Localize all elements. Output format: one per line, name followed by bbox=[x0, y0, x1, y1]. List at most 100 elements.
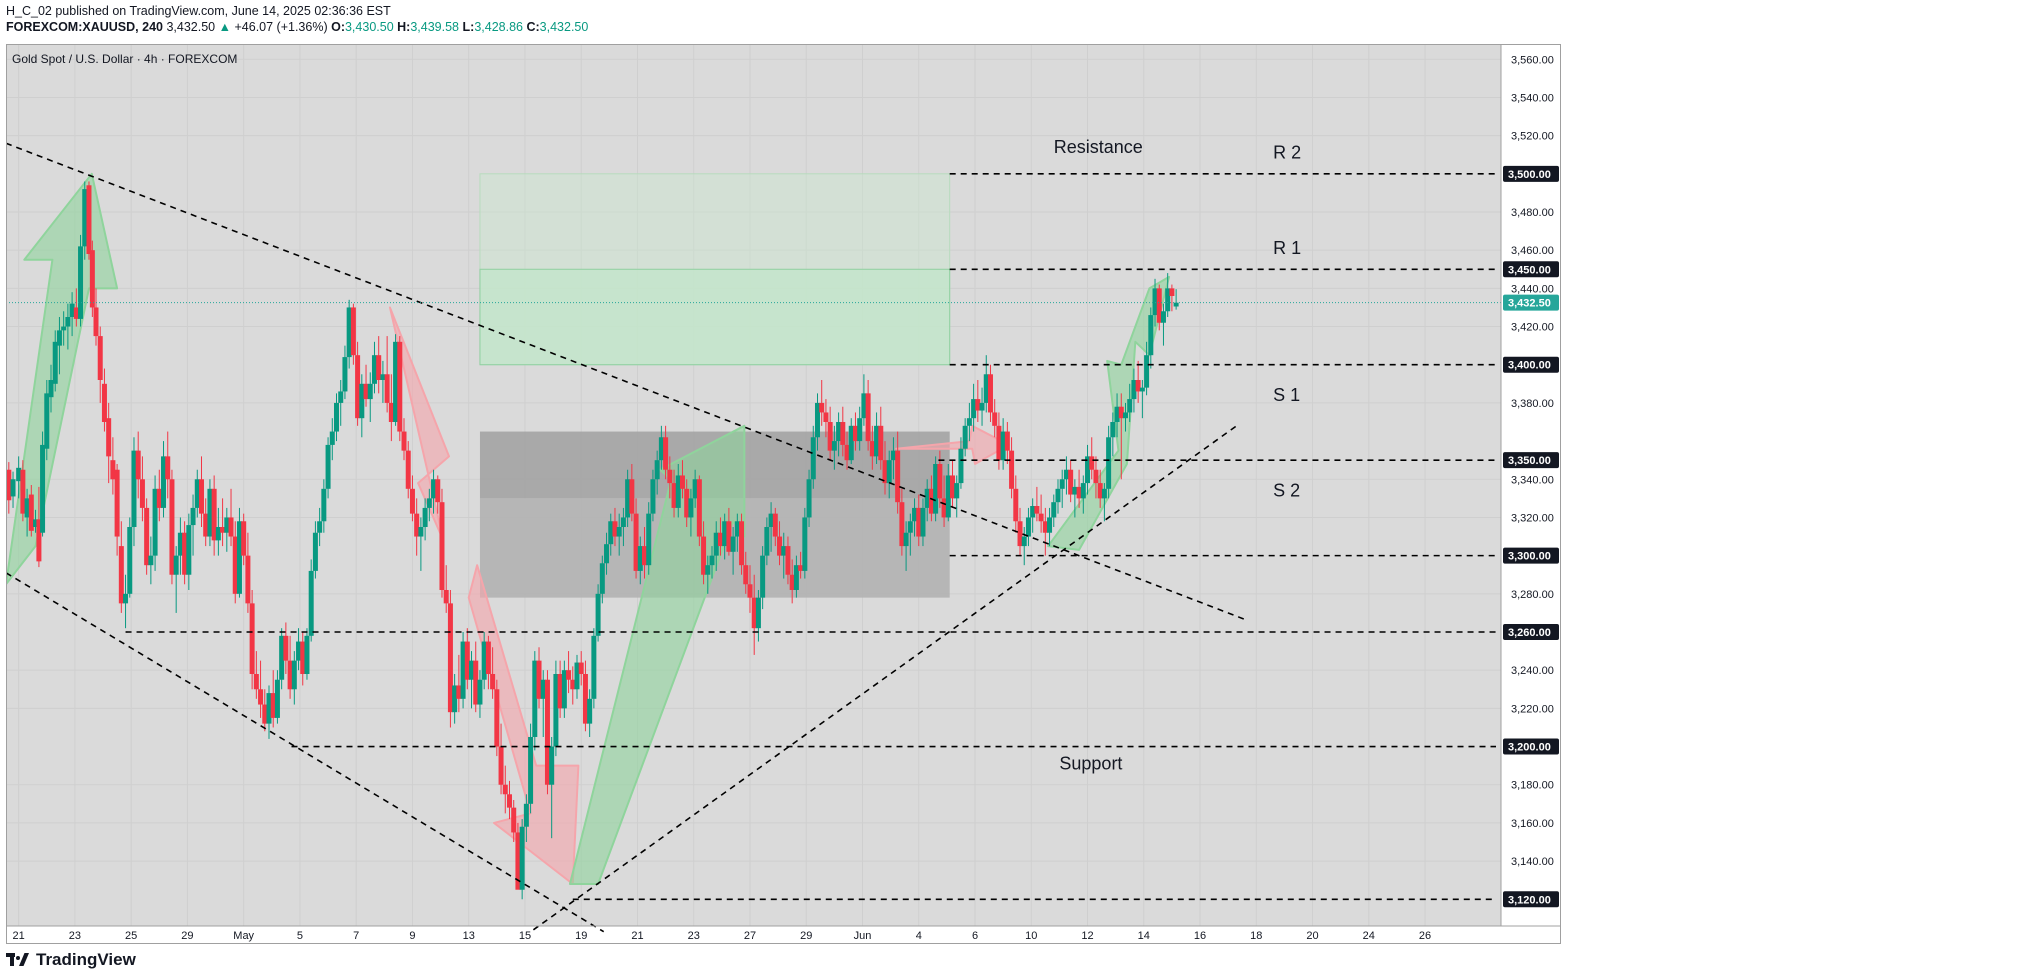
time-tick-label: 21 bbox=[13, 930, 25, 942]
candle-body bbox=[44, 393, 50, 449]
price-tick-label: 3,180.00 bbox=[1511, 780, 1554, 792]
candle-body bbox=[625, 479, 631, 518]
candle-body bbox=[916, 507, 922, 537]
candle-body bbox=[671, 483, 677, 508]
candle-body bbox=[722, 521, 728, 547]
candle-body bbox=[388, 402, 394, 422]
candle-body bbox=[334, 402, 340, 432]
candle-body bbox=[110, 460, 116, 480]
candle-body bbox=[156, 488, 162, 508]
candle-body bbox=[304, 635, 310, 674]
candle-body bbox=[16, 467, 22, 482]
candle-body bbox=[890, 450, 896, 461]
candle-body bbox=[684, 488, 690, 518]
candle-body bbox=[186, 525, 192, 575]
candlestick-chart[interactable]: Resistance R 2 R 1 S 1 S 2 Support 3,140.00 3,1… bbox=[6, 44, 2034, 944]
candle-body bbox=[650, 479, 656, 514]
time-tick-label: 24 bbox=[1363, 930, 1375, 942]
annotation-label: S 2 bbox=[1273, 480, 1300, 500]
candle-body bbox=[789, 574, 795, 590]
candle-body bbox=[355, 355, 361, 419]
candle-body bbox=[996, 425, 1002, 461]
tradingview-brand: TradingView bbox=[36, 950, 136, 969]
tradingview-logo-icon bbox=[6, 953, 30, 967]
candle-body bbox=[511, 807, 517, 833]
candle-body bbox=[473, 660, 479, 705]
candle-body bbox=[717, 532, 723, 547]
candle-body bbox=[435, 479, 441, 503]
candle-body bbox=[637, 546, 643, 571]
candle-body bbox=[506, 794, 512, 808]
candle-body bbox=[296, 641, 302, 661]
time-tick-label: 23 bbox=[688, 930, 700, 942]
candle-body bbox=[1156, 288, 1162, 323]
candle-body bbox=[608, 521, 614, 545]
candle-body bbox=[262, 704, 268, 724]
candle-body bbox=[1072, 486, 1078, 495]
candle-body bbox=[941, 498, 947, 518]
candle-body bbox=[266, 693, 272, 724]
time-tick-label: 29 bbox=[181, 930, 193, 942]
price-tick-label: 3,420.00 bbox=[1511, 322, 1554, 334]
candle-body bbox=[211, 488, 217, 541]
level-price-label: 3,260.00 bbox=[1508, 627, 1551, 639]
level-price-tag bbox=[1503, 547, 1559, 564]
candle-body bbox=[642, 546, 648, 566]
arrow-drop-may-7 bbox=[388, 306, 451, 542]
candle-body bbox=[127, 527, 133, 594]
candle-body bbox=[1059, 479, 1065, 489]
candle-body bbox=[1152, 288, 1158, 316]
level-price-tag bbox=[1503, 738, 1559, 755]
candle-body bbox=[654, 460, 660, 480]
candle-body bbox=[283, 635, 289, 661]
price-tick-label: 3,280.00 bbox=[1511, 589, 1554, 601]
candle-body bbox=[823, 412, 829, 422]
change-up-icon: ▲ bbox=[218, 20, 231, 34]
candle-body bbox=[882, 460, 888, 484]
candle-body bbox=[73, 307, 79, 319]
candle-body bbox=[312, 532, 318, 571]
ascending-support-line bbox=[532, 425, 1238, 931]
current-price-tag bbox=[1503, 294, 1559, 311]
candle-body bbox=[481, 641, 487, 680]
high-value: 3,439.58 bbox=[410, 20, 460, 34]
candle-body bbox=[144, 507, 150, 566]
candle-body bbox=[620, 517, 626, 527]
open-label: O: bbox=[331, 20, 345, 34]
candle-body bbox=[701, 536, 707, 575]
time-tick-label: 29 bbox=[800, 930, 812, 942]
candle-body bbox=[532, 660, 538, 737]
candle-body bbox=[431, 479, 437, 499]
candle-body bbox=[317, 521, 323, 533]
candle-body bbox=[848, 425, 854, 461]
price-tick-label: 3,160.00 bbox=[1511, 818, 1554, 830]
candle-body bbox=[793, 565, 799, 590]
candle-body bbox=[494, 689, 500, 747]
candle-body bbox=[1013, 488, 1019, 522]
level-price-label: 3,400.00 bbox=[1508, 360, 1551, 372]
candle-body bbox=[114, 469, 120, 537]
time-tick-label: 27 bbox=[744, 930, 756, 942]
price-axis-background bbox=[1501, 44, 1561, 926]
candle-body bbox=[177, 532, 183, 556]
candle-body bbox=[1076, 486, 1082, 499]
candle-body bbox=[831, 441, 837, 451]
candle-body bbox=[612, 521, 618, 537]
time-tick-label: 19 bbox=[575, 930, 587, 942]
candle-body bbox=[599, 563, 605, 594]
price-tick-label: 3,380.00 bbox=[1511, 398, 1554, 410]
candle-body bbox=[101, 383, 107, 422]
time-tick-label: 7 bbox=[353, 930, 359, 942]
time-tick-label: 16 bbox=[1194, 930, 1206, 942]
candle-body bbox=[836, 422, 842, 442]
time-tick-label: 25 bbox=[125, 930, 137, 942]
candle-body bbox=[667, 469, 673, 484]
candle-body bbox=[228, 517, 234, 537]
level-price-tag bbox=[1503, 356, 1559, 373]
candle-body bbox=[384, 374, 390, 403]
chart-area[interactable]: Resistance R 2 R 1 S 1 S 2 Support 3,140.00 3,1… bbox=[6, 44, 2034, 944]
time-tick-label: 10 bbox=[1025, 930, 1037, 942]
candle-body bbox=[245, 555, 251, 604]
candle-body bbox=[10, 479, 16, 497]
low-value: 3,428.86 bbox=[474, 20, 523, 34]
